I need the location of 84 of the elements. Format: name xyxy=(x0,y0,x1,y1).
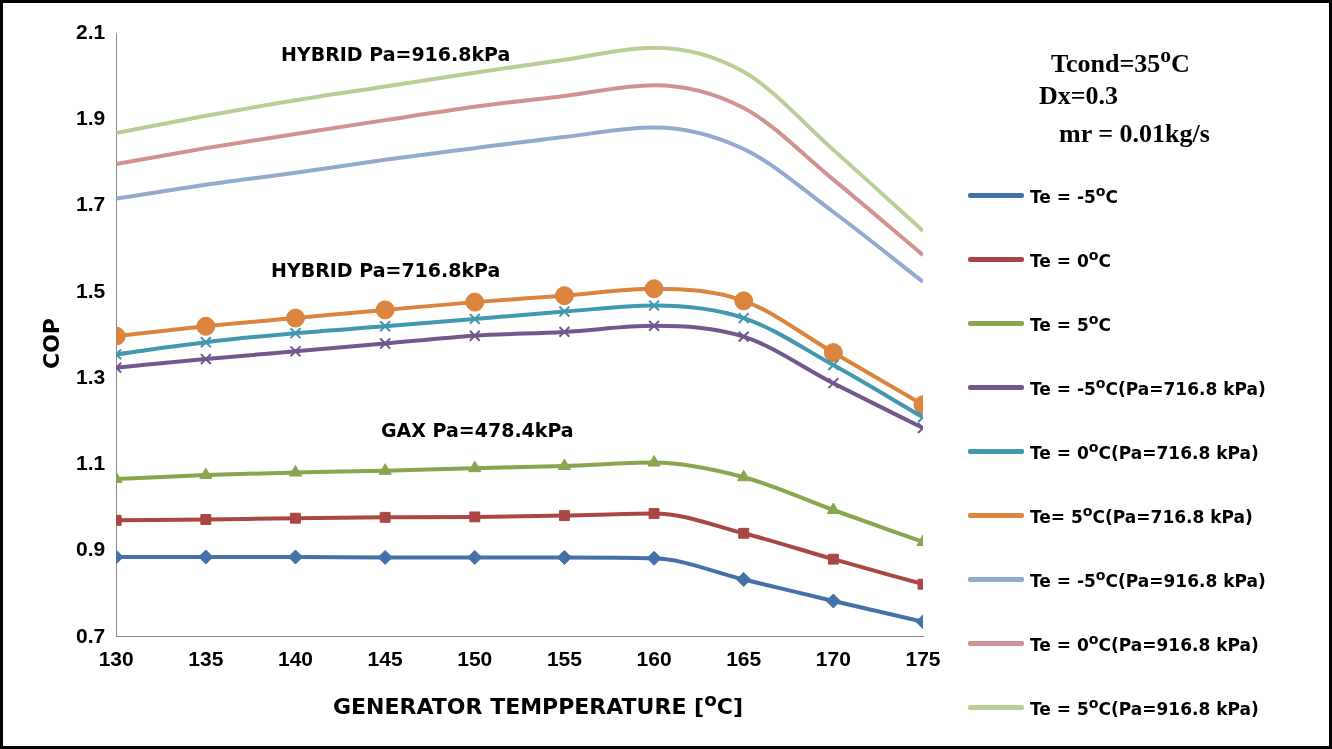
x-tick-label: 150 xyxy=(457,647,493,671)
legend-label: Te = -5$^{o}$C xyxy=(1030,183,1119,207)
y-tick-label: 1.3 xyxy=(75,364,106,388)
point xyxy=(827,553,839,565)
line-series xyxy=(116,45,923,233)
legend-label: Te = -5$^{o}$C(Pa=716.8 kPa) xyxy=(1030,375,1266,399)
legend-label: Te = -5$^{o}$C(Pa=916.8 kPa) xyxy=(1030,567,1266,591)
point xyxy=(648,299,661,312)
point xyxy=(738,527,750,539)
point xyxy=(737,469,751,482)
point xyxy=(468,460,482,473)
point xyxy=(827,377,840,390)
line-series xyxy=(116,125,923,284)
y-tick-label: 2.1 xyxy=(75,19,106,43)
point xyxy=(558,305,571,318)
point xyxy=(289,327,302,340)
legend-label: Te = 0$^{o}$C(Pa=916.8 kPa) xyxy=(1030,631,1259,655)
x-tick-label: 160 xyxy=(636,647,672,671)
point xyxy=(644,279,664,299)
point xyxy=(648,508,660,519)
text: mr = 0.01kg/s xyxy=(1059,119,1210,149)
point xyxy=(736,571,752,587)
point xyxy=(647,455,661,467)
point xyxy=(379,320,392,333)
legend-label: Te = 0$^{o}$C(Pa=716.8 kPa) xyxy=(1030,439,1259,463)
y-tick-label: 0.7 xyxy=(75,623,106,647)
point xyxy=(196,316,216,336)
x-tick-label: 135 xyxy=(188,647,224,671)
point xyxy=(823,343,843,363)
x-tick-label: 165 xyxy=(726,647,762,671)
point xyxy=(826,502,840,514)
line-series xyxy=(116,83,923,258)
x-axis-title: GENERATOR TEMPPERATURE [$^{o}$C] xyxy=(332,689,744,720)
point xyxy=(825,593,841,609)
x-tick-label: 130 xyxy=(98,647,134,671)
point xyxy=(465,292,485,312)
point xyxy=(375,300,395,320)
point xyxy=(737,312,750,325)
point xyxy=(554,286,574,306)
point xyxy=(199,467,213,480)
point xyxy=(556,549,572,565)
point xyxy=(646,550,662,566)
text: Dx=0.3 xyxy=(1039,81,1119,111)
point xyxy=(827,359,840,372)
legend-label: Te = 5$^{o}$C xyxy=(1030,311,1111,335)
point xyxy=(200,514,212,525)
y-tick-label: 1.7 xyxy=(75,192,106,216)
point xyxy=(468,329,481,342)
annotation: HYBRID Pa=916.8kPa xyxy=(281,43,511,65)
point xyxy=(285,308,305,328)
y-tick-label: 1.5 xyxy=(75,278,106,302)
point xyxy=(199,353,212,365)
point xyxy=(379,337,392,350)
point xyxy=(737,330,750,343)
y-axis-title: COP xyxy=(38,317,64,371)
x-tick-label: 145 xyxy=(367,647,403,671)
point xyxy=(378,463,392,475)
point xyxy=(558,510,570,522)
point xyxy=(379,511,391,523)
point xyxy=(467,549,483,565)
y-tick-label: 1.1 xyxy=(75,451,106,475)
point xyxy=(468,312,481,325)
point xyxy=(734,291,754,311)
point xyxy=(199,336,212,349)
point xyxy=(558,325,571,338)
point xyxy=(377,549,393,565)
y-tick-label: 1.9 xyxy=(75,106,106,130)
legend-label: Te = 0$^{o}$C xyxy=(1030,247,1111,271)
x-tick-label: 155 xyxy=(546,647,583,671)
point xyxy=(648,319,661,332)
y-tick-label: 0.9 xyxy=(75,537,106,561)
annotation: HYBRID Pa=716.8kPa xyxy=(271,259,501,281)
x-tick-label: 175 xyxy=(905,647,941,671)
text: Tcond=35$^{o}$C xyxy=(1051,43,1190,79)
x-tick-label: 170 xyxy=(815,647,851,671)
point xyxy=(288,464,303,477)
x-tick-label: 140 xyxy=(277,647,314,671)
point xyxy=(469,511,481,523)
point xyxy=(289,345,302,358)
legend-label: Te = 5$^{o}$C(Pa=916.8 kPa) xyxy=(1030,695,1259,719)
point xyxy=(557,458,571,471)
point xyxy=(290,512,301,524)
annotation: GAX Pa=478.4kPa xyxy=(381,419,574,441)
legend-label: Te= 5$^{o}$C(Pa=716.8 kPa) xyxy=(1030,503,1253,527)
